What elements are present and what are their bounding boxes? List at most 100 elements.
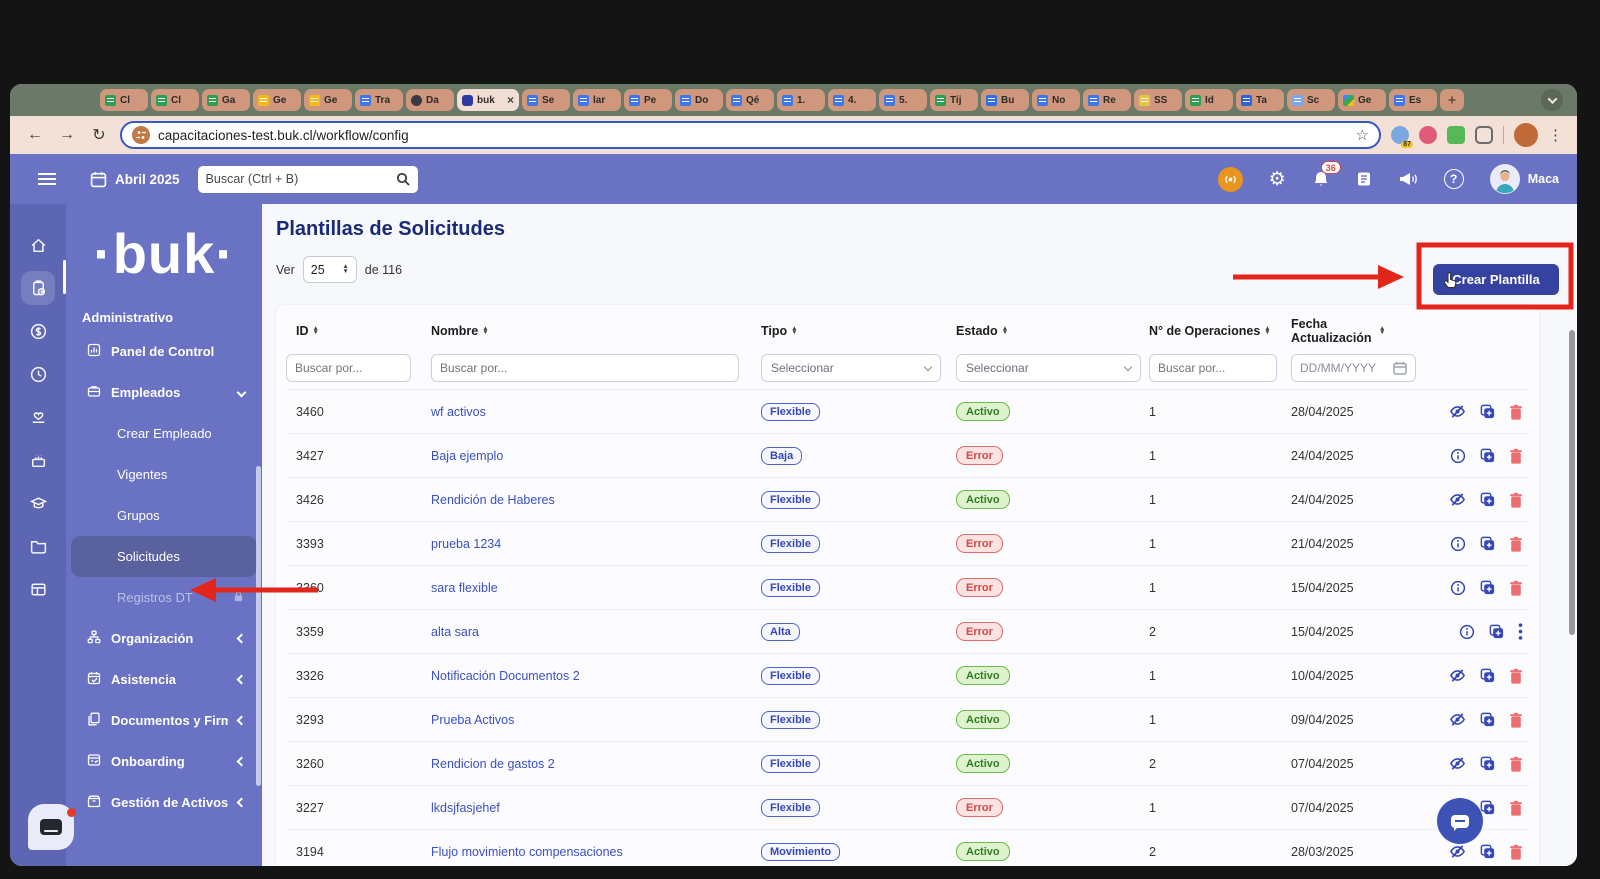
rail-item-celebrations[interactable]	[21, 443, 55, 477]
new-tab-button[interactable]: +	[1440, 89, 1464, 111]
delete-action-icon[interactable]	[1509, 800, 1523, 816]
notifications-bell-icon[interactable]: 36	[1312, 170, 1330, 188]
template-link[interactable]: wf activos	[431, 405, 486, 419]
sidebar-item-documentos-y-firma[interactable]: Documentos y Firma	[71, 700, 257, 741]
browser-tab[interactable]: Se	[522, 89, 570, 111]
browser-tab[interactable]: No	[1032, 89, 1080, 111]
template-link[interactable]: Rendicion de gastos 2	[431, 757, 555, 771]
filter-id-input[interactable]	[286, 354, 411, 382]
more-options-icon[interactable]	[1518, 623, 1523, 640]
template-link[interactable]: prueba 1234	[431, 537, 501, 551]
create-template-button[interactable]: Crear Plantilla	[1433, 264, 1559, 295]
reload-button[interactable]: ↻	[88, 125, 110, 145]
filter-fecha-input[interactable]: DD/MM/YYYY	[1291, 354, 1416, 382]
back-button[interactable]: ←	[24, 126, 46, 144]
browser-tab[interactable]: Es	[1389, 89, 1437, 111]
column-header-fecha[interactable]: Fecha Actualización▲▼	[1291, 317, 1441, 346]
filter-operaciones-input[interactable]	[1149, 354, 1277, 382]
browser-tab[interactable]: Pe	[624, 89, 672, 111]
column-header-tipo[interactable]: Tipo▲▼	[761, 324, 956, 338]
rail-item-home[interactable]	[21, 228, 55, 262]
help-icon[interactable]: ?	[1444, 169, 1464, 189]
duplicate-action-icon[interactable]	[1479, 667, 1496, 684]
sidebar-item-organizaci-n[interactable]: Organización	[71, 618, 257, 659]
period-selector[interactable]: Abril 2025	[90, 171, 180, 188]
template-link[interactable]: Baja ejemplo	[431, 449, 503, 463]
browser-tab[interactable]: Ge	[304, 89, 352, 111]
browser-tab[interactable]: 1.	[777, 89, 825, 111]
delete-action-icon[interactable]	[1509, 536, 1523, 552]
info-action-icon[interactable]	[1459, 624, 1475, 640]
eye-off-action-icon[interactable]	[1449, 843, 1466, 860]
browser-tab-active[interactable]: buk×	[457, 89, 519, 111]
rail-item-files[interactable]	[21, 529, 55, 563]
extension-icon-pink[interactable]	[1419, 126, 1437, 144]
eye-off-action-icon[interactable]	[1449, 491, 1466, 508]
sidebar-item-vigentes[interactable]: Vigentes	[71, 454, 257, 495]
browser-tab[interactable]: Id	[1185, 89, 1233, 111]
delete-action-icon[interactable]	[1509, 448, 1523, 464]
info-action-icon[interactable]	[1450, 448, 1466, 464]
eye-off-action-icon[interactable]	[1449, 667, 1466, 684]
template-link[interactable]: Prueba Activos	[431, 713, 514, 727]
template-link[interactable]: alta sara	[431, 625, 479, 639]
browser-tab[interactable]: SS	[1134, 89, 1182, 111]
rail-item-boards[interactable]	[21, 572, 55, 606]
news-document-icon[interactable]	[1356, 171, 1372, 187]
extension-icon-green[interactable]	[1447, 126, 1465, 144]
browser-tab[interactable]: Cl	[100, 89, 148, 111]
browser-tab[interactable]: Re	[1083, 89, 1131, 111]
browser-tab[interactable]: Ga	[202, 89, 250, 111]
browser-tab[interactable]: Bu	[981, 89, 1029, 111]
duplicate-action-icon[interactable]	[1479, 403, 1496, 420]
filter-nombre-input[interactable]	[431, 354, 739, 382]
duplicate-action-icon[interactable]	[1479, 535, 1496, 552]
user-menu[interactable]: Maca	[1490, 164, 1559, 194]
duplicate-action-icon[interactable]	[1479, 755, 1496, 772]
sidebar-item-grupos[interactable]: Grupos	[71, 495, 257, 536]
duplicate-action-icon[interactable]	[1479, 447, 1496, 464]
delete-action-icon[interactable]	[1509, 404, 1523, 420]
template-link[interactable]: Flujo movimiento compensaciones	[431, 845, 623, 859]
rail-item-training[interactable]	[21, 486, 55, 520]
site-settings-icon[interactable]	[132, 126, 150, 144]
sidebar-item-solicitudes[interactable]: Solicitudes	[71, 536, 257, 577]
sidebar-item-crear-empleado[interactable]: Crear Empleado	[71, 413, 257, 454]
page-scrollbar[interactable]	[1569, 330, 1575, 635]
browser-tab[interactable]: Tij	[930, 89, 978, 111]
browser-tab[interactable]: Sc	[1287, 89, 1335, 111]
settings-gear-icon[interactable]: ⚙	[1269, 168, 1286, 191]
column-header-nombre[interactable]: Nombre▲▼	[431, 324, 761, 338]
delete-action-icon[interactable]	[1509, 492, 1523, 508]
rail-item-payments[interactable]	[21, 314, 55, 348]
delete-action-icon[interactable]	[1509, 844, 1523, 860]
delete-action-icon[interactable]	[1509, 580, 1523, 596]
eye-off-action-icon[interactable]	[1449, 403, 1466, 420]
template-link[interactable]: sara flexible	[431, 581, 498, 595]
hamburger-menu-icon[interactable]	[38, 173, 56, 185]
duplicate-action-icon[interactable]	[1479, 491, 1496, 508]
browser-tab[interactable]: 5.	[879, 89, 927, 111]
recording-status-icon[interactable]	[1218, 167, 1243, 192]
extension-icon-blue[interactable]: 87	[1391, 126, 1409, 144]
page-size-select[interactable]: 25 ▲▼	[303, 256, 357, 283]
bookmark-star-icon[interactable]: ☆	[1356, 126, 1369, 144]
filter-estado-select[interactable]: Seleccionar	[956, 354, 1141, 382]
browser-profile-avatar[interactable]	[1514, 123, 1538, 147]
sidebar-item-asistencia[interactable]: Asistencia	[71, 659, 257, 700]
chat-fab-button[interactable]	[1437, 798, 1483, 844]
template-link[interactable]: lkdsjfasjehef	[431, 801, 500, 815]
delete-action-icon[interactable]	[1509, 712, 1523, 728]
sidebar-item-empleados[interactable]: Empleados	[71, 372, 257, 413]
eye-off-action-icon[interactable]	[1449, 755, 1466, 772]
delete-action-icon[interactable]	[1509, 756, 1523, 772]
duplicate-action-icon[interactable]	[1479, 843, 1496, 860]
rail-item-benefits[interactable]	[21, 400, 55, 434]
address-bar[interactable]: capacitaciones-test.buk.cl/workflow/conf…	[120, 121, 1381, 149]
browser-menu-icon[interactable]: ⋮	[1548, 126, 1563, 144]
sidebar-item-gesti-n-de-activos[interactable]: Gestión de Activos	[71, 782, 257, 823]
info-action-icon[interactable]	[1450, 536, 1466, 552]
sidebar-scrollbar[interactable]	[256, 466, 261, 786]
template-link[interactable]: Rendición de Haberes	[431, 493, 555, 507]
duplicate-action-icon[interactable]	[1488, 623, 1505, 640]
